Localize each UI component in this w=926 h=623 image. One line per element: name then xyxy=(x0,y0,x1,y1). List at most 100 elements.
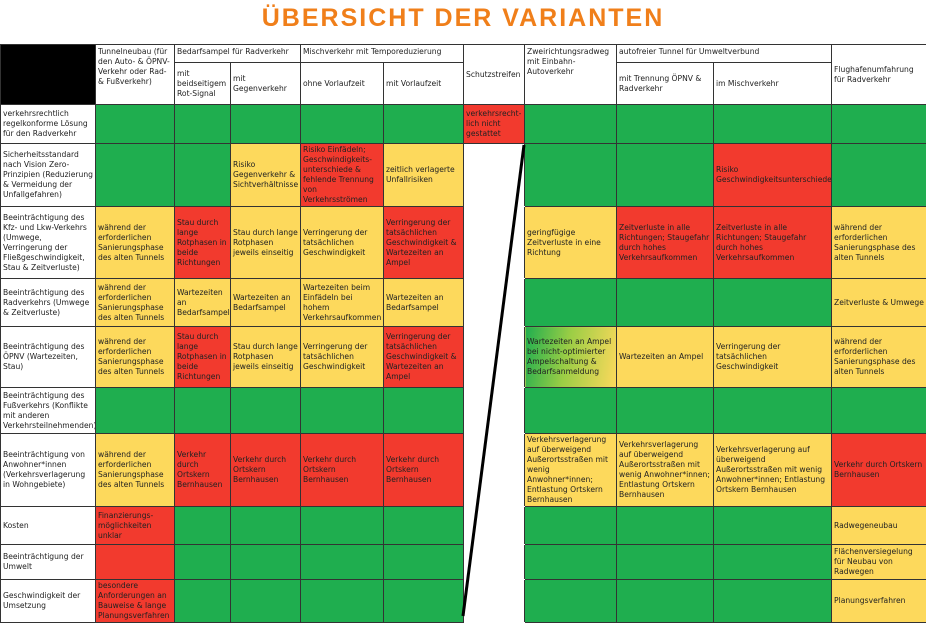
row-label: Sicherheitsstandard nach Vision Zero-Pri… xyxy=(1,144,96,207)
table-row: Sicherheitsstandard nach Vision Zero-Pri… xyxy=(1,144,926,207)
header-cell: Tunnelneubau (für den Auto- & ÖPNV-Verke… xyxy=(96,45,175,105)
header-sub: im Mischverkehr xyxy=(714,63,832,105)
rating-cell: Wartezeiten an Bedarfsampel xyxy=(175,279,231,327)
row-label: Beeinträchtigung von Anwohner*innen (Ver… xyxy=(1,434,96,507)
row-label: Beeinträchtigung des Kfz- und Lkw-Verkeh… xyxy=(1,207,96,279)
rating-cell: geringfügige Zeitverluste in eine Richtu… xyxy=(525,207,617,279)
rating-cell xyxy=(617,545,714,580)
rating-cell xyxy=(301,580,384,623)
rating-cell: Zeitverluste & Umwege xyxy=(832,279,926,327)
table-row: Beeinträchtigung des Radverkehrs (Umwege… xyxy=(1,279,926,327)
header-group: autofreier Tunnel für Umweltverbund xyxy=(617,45,832,63)
rating-cell: Verkehr durch Ortskern Bernhausen xyxy=(301,434,384,507)
table-row: verkehrsrechtlich regelkonforme Lösung f… xyxy=(1,105,926,144)
corner-cell xyxy=(1,45,96,105)
rating-cell: Stau durch lange Rotphasen in beide Rich… xyxy=(175,327,231,388)
rating-cell xyxy=(464,144,525,207)
row-label: Beeinträchtigung der Umwelt xyxy=(1,545,96,580)
rating-cell xyxy=(832,388,926,434)
rating-cell: Verringerung der tatsächlichen Geschwind… xyxy=(301,327,384,388)
rating-cell xyxy=(464,279,525,327)
header-sub: mit Gegenverkehr xyxy=(231,63,301,105)
rating-cell xyxy=(832,105,926,144)
rating-cell xyxy=(175,507,231,545)
rating-cell xyxy=(464,580,525,623)
rating-cell: Wartezeiten an Ampel bei nicht-optimiert… xyxy=(525,327,617,388)
rating-cell: während der erforderlichen Sanierungspha… xyxy=(832,327,926,388)
rating-cell xyxy=(832,144,926,207)
rating-cell xyxy=(384,105,464,144)
rating-cell xyxy=(525,279,617,327)
row-label: Beeinträchtigung des Radverkehrs (Umwege… xyxy=(1,279,96,327)
variant-table: Tunnelneubau (für den Auto- & ÖPNV-Verke… xyxy=(0,44,926,623)
rating-cell xyxy=(384,580,464,623)
rating-cell xyxy=(714,507,832,545)
row-label: Beeinträchtigung des ÖPNV (Wartezeiten, … xyxy=(1,327,96,388)
rating-cell: Verringerung der tatsächlichen Geschwind… xyxy=(384,207,464,279)
header-row: Tunnelneubau (für den Auto- & ÖPNV-Verke… xyxy=(1,45,926,63)
header-sub: mit Vorlaufzeit xyxy=(384,63,464,105)
row-label: Kosten xyxy=(1,507,96,545)
rating-cell xyxy=(301,105,384,144)
rating-cell: Zeitverluste in alle Richtungen; Staugef… xyxy=(714,207,832,279)
rating-cell xyxy=(617,105,714,144)
rating-cell: Wartezeiten an Ampel xyxy=(617,327,714,388)
rating-cell xyxy=(525,507,617,545)
rating-cell: Risiko Gegenverkehr & Sichtverhältnisse xyxy=(231,144,301,207)
rating-cell: Verkehr durch Ortskern Bernhausen xyxy=(832,434,926,507)
rating-cell xyxy=(464,388,525,434)
rating-cell: Verkehr durch Ortskern Bernhausen xyxy=(175,434,231,507)
rating-cell: Wartezeiten an Bedarfsampel xyxy=(231,279,301,327)
rating-cell xyxy=(301,388,384,434)
rating-cell xyxy=(464,507,525,545)
rating-cell xyxy=(617,388,714,434)
rating-cell: Verringerung der tatsächlichen Geschwind… xyxy=(301,207,384,279)
rating-cell xyxy=(96,105,175,144)
rating-cell xyxy=(525,388,617,434)
rating-cell: Radwegeneubau xyxy=(832,507,926,545)
rating-cell: Finanzierungs-möglichkeiten unklar xyxy=(96,507,175,545)
rating-cell xyxy=(714,105,832,144)
rating-cell: Stau durch lange Rotphasen in beide Rich… xyxy=(175,207,231,279)
rating-cell xyxy=(231,105,301,144)
rating-cell: Verkehrsverlagerung auf überweigend Auße… xyxy=(714,434,832,507)
header-sub: ohne Vorlaufzeit xyxy=(301,63,384,105)
rating-cell xyxy=(464,545,525,580)
rating-cell xyxy=(525,105,617,144)
rating-cell: Stau durch lange Rotphasen jeweils einse… xyxy=(231,207,301,279)
rating-cell xyxy=(96,545,175,580)
table-row: Beeinträchtigung von Anwohner*innen (Ver… xyxy=(1,434,926,507)
rating-cell xyxy=(231,388,301,434)
rating-cell: Verkehr durch Ortskern Bernhausen xyxy=(231,434,301,507)
rating-cell: Planungsverfahren xyxy=(832,580,926,623)
rating-cell: zeitlich verlagerte Unfallrisiken xyxy=(384,144,464,207)
rating-cell: Verkehrsverlagerung auf überweigend Auße… xyxy=(617,434,714,507)
rating-cell: besondere Anforderungen an Bauweise & la… xyxy=(96,580,175,623)
rating-cell: während der erforderlichen Sanierungspha… xyxy=(96,434,175,507)
rating-cell: Verringerung der tatsächlichen Geschwind… xyxy=(384,327,464,388)
rating-cell xyxy=(231,507,301,545)
rating-cell: während der erforderlichen Sanierungspha… xyxy=(96,327,175,388)
rating-cell: Wartezeiten an Bedarfsampel xyxy=(384,279,464,327)
rating-cell xyxy=(175,388,231,434)
rating-cell xyxy=(231,545,301,580)
rating-cell xyxy=(96,144,175,207)
title: ÜBERSICHT DER VARIANTEN xyxy=(0,4,926,33)
rating-cell xyxy=(384,545,464,580)
rating-cell xyxy=(301,507,384,545)
rating-cell: Wartezeiten beim Einfädeln bei hohem Ver… xyxy=(301,279,384,327)
header-group: Mischverkehr mit Temporeduzierung xyxy=(301,45,464,63)
rating-cell xyxy=(714,580,832,623)
header-sub: mit Trennung ÖPNV & Radverkehr xyxy=(617,63,714,105)
rating-cell xyxy=(175,545,231,580)
rating-cell: Flächenversiegelung für Neubau von Radwe… xyxy=(832,545,926,580)
rating-cell xyxy=(175,144,231,207)
rating-cell xyxy=(175,105,231,144)
rating-cell: Risiko Geschwindigkeitsunterschiede xyxy=(714,144,832,207)
header-sub: mit beidseitigem Rot-Signal xyxy=(175,63,231,105)
rating-cell xyxy=(464,207,525,279)
rating-cell: Verkehr durch Ortskern Bernhausen xyxy=(384,434,464,507)
rating-cell xyxy=(617,144,714,207)
